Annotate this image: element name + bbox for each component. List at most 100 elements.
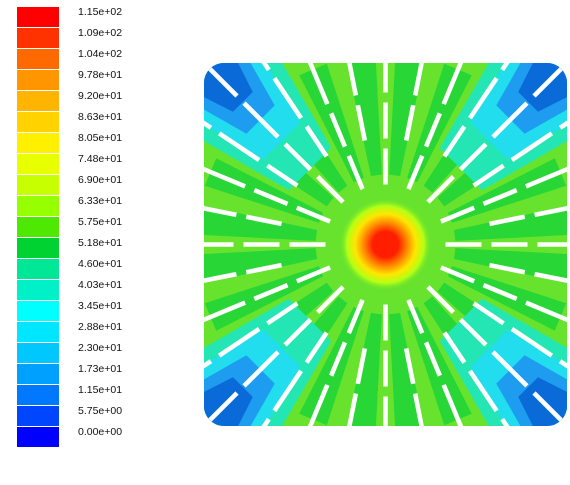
fin-slot (489, 214, 526, 227)
colorbar-label: 1.73e+01 (78, 363, 123, 375)
colorbar-swatch (17, 259, 59, 279)
colorbar-label: 6.33e+01 (78, 195, 123, 207)
colorbar-swatch (17, 175, 59, 195)
colorbar-label: 8.63e+01 (78, 111, 123, 123)
fin-slot (403, 104, 416, 141)
fin-slot (441, 63, 465, 105)
colorbar-label: 5.18e+01 (78, 237, 123, 249)
fin-slot (468, 76, 499, 120)
green-sector (204, 158, 324, 223)
colorbar-swatch (17, 301, 59, 321)
fin-slot (482, 188, 518, 207)
fin-slot (283, 142, 313, 172)
colorbar-label: 5.75e+00 (78, 405, 123, 417)
fin-slot (344, 393, 359, 426)
contour-plot (204, 63, 567, 426)
fin-slot (525, 300, 567, 324)
fin-slot (426, 285, 456, 315)
colorbar-label: 2.88e+01 (78, 321, 123, 333)
colorbar-swatch (17, 91, 59, 111)
fin-slot (304, 331, 329, 364)
fin-slot (315, 285, 345, 315)
fin-slot (468, 369, 499, 413)
fin-slot (534, 271, 567, 286)
green-sector (204, 266, 324, 331)
colorbar-label: 2.30e+01 (78, 342, 123, 354)
fin-slot (306, 63, 330, 105)
contour-svg (204, 63, 567, 426)
fin-slot (304, 125, 329, 158)
fin-slot (272, 369, 303, 413)
colorbar-swatch (17, 112, 59, 132)
fin-slot (346, 299, 365, 335)
colorbar-swatch (17, 280, 59, 300)
colorbar-swatch (17, 196, 59, 216)
fin-slot (217, 327, 261, 358)
fin-slot (482, 282, 518, 301)
fin-slot (442, 331, 467, 364)
colorbar-label: 1.15e+01 (78, 384, 123, 396)
fin-slot (242, 350, 280, 388)
green-sector (447, 266, 567, 331)
colorbar-swatch (17, 427, 59, 447)
fin-slot (355, 348, 368, 385)
colorbar-label: 7.48e+01 (78, 153, 123, 165)
colorbar-swatch (17, 322, 59, 342)
fin-slot (423, 112, 442, 148)
colorbar-label: 3.45e+01 (78, 300, 123, 312)
colorbar-label: 1.09e+02 (78, 27, 123, 39)
colorbar-swatch (17, 217, 59, 237)
fin-slot (245, 214, 282, 227)
colorbar-swatch (17, 154, 59, 174)
fin-slot (283, 317, 313, 347)
colorbar-label: 4.03e+01 (78, 279, 123, 291)
colorbar-swatch (17, 238, 59, 258)
colorbar-swatch (17, 343, 59, 363)
fin-slot (489, 262, 526, 275)
contour-field (204, 63, 567, 426)
fin-slot (242, 101, 280, 139)
colorbar-label: 6.90e+01 (78, 174, 123, 186)
green-sector (299, 306, 364, 426)
fin-slot (306, 384, 330, 426)
colorbar-swatch (17, 406, 59, 426)
colorbar-label: 0.00e+00 (78, 426, 123, 438)
green-sector (447, 158, 567, 223)
fin-slot (406, 299, 425, 335)
fin-slot (272, 76, 303, 120)
colorbar-label: 1.04e+02 (78, 48, 123, 60)
fin-slot (253, 282, 289, 301)
colorbar-swatch (17, 7, 59, 27)
fin-slot (472, 163, 505, 188)
colorbar-swatch (17, 49, 59, 69)
fin-slot (491, 101, 529, 139)
fin-slot (204, 271, 237, 286)
green-sector (407, 63, 472, 183)
colorbar-label: 9.78e+01 (78, 69, 123, 81)
fin-slot (440, 205, 476, 224)
fin-slot (510, 327, 554, 358)
fin-slot (491, 350, 529, 388)
green-sector (299, 63, 364, 183)
fin-slot (458, 142, 488, 172)
fin-slot (510, 131, 554, 162)
fin-slot (355, 104, 368, 141)
colorbar-swatch (17, 28, 59, 48)
fin-slot (329, 341, 348, 377)
colorbar-label: 8.05e+01 (78, 132, 123, 144)
fin-slot (442, 125, 467, 158)
fin-slot (406, 154, 425, 190)
fin-slot (426, 174, 456, 204)
fin-slot (525, 165, 567, 189)
fin-slot (441, 384, 465, 426)
fin-slot (423, 341, 442, 377)
fin-slot (329, 112, 348, 148)
colorbar-swatch (17, 385, 59, 405)
fin-slot (412, 393, 427, 426)
hot-center (339, 198, 432, 291)
fin-slot (412, 63, 427, 96)
fin-slot (245, 262, 282, 275)
colorbar-label: 9.20e+01 (78, 90, 123, 102)
fin-slot (440, 265, 476, 284)
fin-slot (346, 154, 365, 190)
